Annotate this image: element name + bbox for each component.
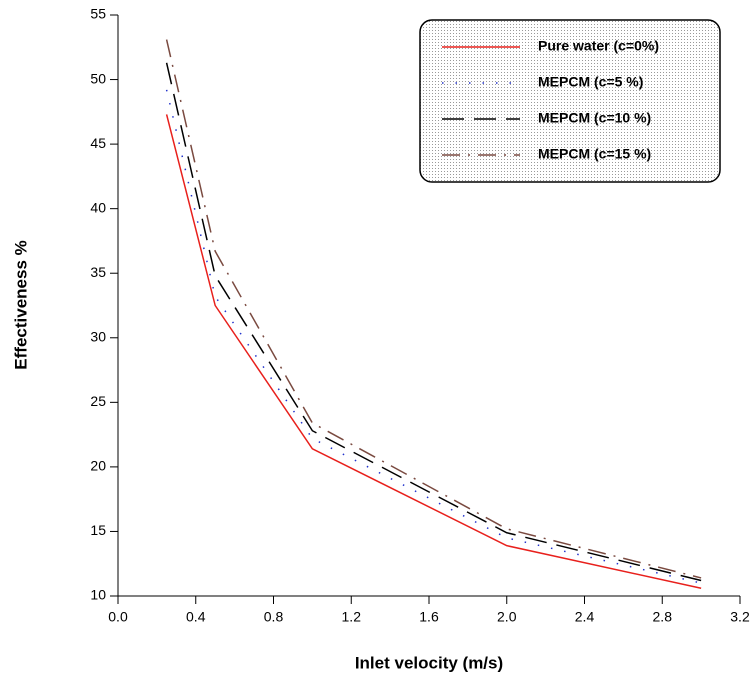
x-tick-label: 1.6 [419,609,439,625]
x-tick-label: 0.0 [108,609,128,625]
y-tick-label: 50 [90,70,106,86]
y-tick-label: 25 [90,393,106,409]
x-tick-label: 3.2 [730,609,750,625]
y-tick-label: 55 [90,6,106,22]
x-tick-label: 0.8 [264,609,284,625]
y-tick-label: 35 [90,264,106,280]
x-tick-label: 2.0 [497,609,517,625]
series-line [165,39,702,579]
x-tick-label: 1.2 [342,609,362,625]
y-tick-label: 20 [90,458,106,474]
x-tick-label: 2.8 [653,609,673,625]
x-axis-label: Inlet velocity (m/s) [355,653,503,672]
x-tick-label: 0.4 [186,609,206,625]
y-tick-label: 45 [90,135,106,151]
legend: Pure water (c=0%) MEPCM (c=5 %) MEPCM (c=1… [419,19,721,183]
y-axis-label: Effectiveness % [11,240,30,369]
legend-label: Pure water (c=0%) [538,38,659,54]
y-tick-label: 30 [90,328,106,344]
legend-label: MEPCM (c=5 %) [538,74,643,90]
legend-label: MEPCM (c=15 %) [538,146,651,162]
series-line [165,114,702,589]
legend-label: MEPCM (c=10 %) [538,110,651,126]
series-line [165,62,702,582]
legend-box [419,19,721,183]
x-tick-label: 2.4 [575,609,595,625]
y-tick-label: 10 [90,587,106,603]
y-tick-label: 15 [90,522,106,538]
y-tick-label: 40 [90,199,106,215]
